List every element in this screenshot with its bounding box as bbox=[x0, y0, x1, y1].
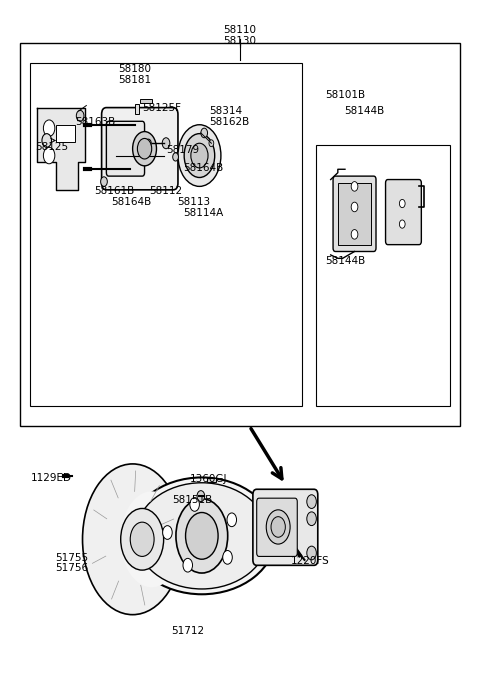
Text: 58113: 58113 bbox=[177, 197, 210, 207]
FancyBboxPatch shape bbox=[253, 489, 318, 566]
Circle shape bbox=[43, 120, 55, 136]
Text: 58164B: 58164B bbox=[111, 197, 151, 207]
Text: 1129ED: 1129ED bbox=[31, 473, 72, 483]
Circle shape bbox=[399, 200, 405, 208]
Circle shape bbox=[351, 202, 358, 212]
FancyBboxPatch shape bbox=[333, 176, 376, 252]
Circle shape bbox=[307, 495, 316, 508]
Text: 58181: 58181 bbox=[119, 75, 152, 85]
Text: 58125: 58125 bbox=[35, 142, 68, 152]
Bar bbox=[56, 125, 75, 142]
Text: 51756: 51756 bbox=[56, 563, 89, 573]
Text: 58179: 58179 bbox=[166, 145, 199, 155]
Circle shape bbox=[307, 546, 316, 560]
Text: 58144B: 58144B bbox=[325, 257, 365, 266]
Circle shape bbox=[101, 177, 108, 186]
FancyBboxPatch shape bbox=[257, 498, 297, 557]
Text: 58101B: 58101B bbox=[325, 90, 365, 100]
Text: 51755: 51755 bbox=[56, 553, 89, 563]
Circle shape bbox=[145, 139, 151, 147]
Circle shape bbox=[76, 110, 84, 121]
Circle shape bbox=[43, 147, 55, 164]
Circle shape bbox=[271, 517, 285, 537]
FancyBboxPatch shape bbox=[385, 180, 421, 245]
Text: 58162B: 58162B bbox=[209, 116, 249, 127]
Circle shape bbox=[197, 491, 204, 502]
Circle shape bbox=[399, 220, 405, 228]
Ellipse shape bbox=[120, 491, 183, 588]
Circle shape bbox=[132, 131, 156, 166]
Text: 58112: 58112 bbox=[149, 186, 182, 196]
Circle shape bbox=[120, 508, 164, 570]
Circle shape bbox=[183, 559, 192, 572]
Circle shape bbox=[223, 550, 232, 564]
Circle shape bbox=[176, 499, 228, 573]
Text: 58163B: 58163B bbox=[75, 116, 116, 127]
Bar bbox=[338, 183, 371, 245]
Circle shape bbox=[186, 513, 218, 559]
Text: 1220FS: 1220FS bbox=[291, 557, 330, 566]
Circle shape bbox=[178, 125, 221, 186]
FancyBboxPatch shape bbox=[107, 121, 144, 176]
Text: 58114A: 58114A bbox=[183, 208, 223, 218]
Circle shape bbox=[130, 522, 154, 557]
Ellipse shape bbox=[135, 483, 268, 589]
Text: 58161B: 58161B bbox=[95, 186, 135, 196]
Circle shape bbox=[163, 526, 172, 539]
Circle shape bbox=[173, 153, 179, 161]
Circle shape bbox=[307, 512, 316, 526]
Ellipse shape bbox=[83, 464, 183, 614]
Circle shape bbox=[201, 128, 207, 138]
Bar bbox=[30, 63, 302, 406]
Circle shape bbox=[137, 138, 152, 159]
Circle shape bbox=[227, 513, 237, 526]
Text: 58125F: 58125F bbox=[142, 103, 181, 114]
Text: 58314: 58314 bbox=[209, 105, 242, 116]
Bar bbox=[316, 145, 450, 406]
Polygon shape bbox=[37, 107, 85, 190]
Ellipse shape bbox=[128, 477, 276, 594]
Bar bbox=[206, 478, 216, 482]
Text: 58130: 58130 bbox=[224, 36, 256, 45]
Text: 58144B: 58144B bbox=[344, 105, 384, 116]
Circle shape bbox=[162, 138, 170, 149]
Circle shape bbox=[266, 510, 290, 544]
Bar bbox=[21, 43, 459, 427]
Text: 58151B: 58151B bbox=[172, 495, 213, 505]
Circle shape bbox=[42, 133, 51, 147]
Bar bbox=[135, 104, 139, 114]
Text: 58110: 58110 bbox=[224, 25, 256, 35]
Text: 58180: 58180 bbox=[119, 65, 152, 74]
Circle shape bbox=[351, 230, 358, 239]
Circle shape bbox=[209, 140, 214, 147]
Circle shape bbox=[191, 143, 208, 168]
Circle shape bbox=[351, 182, 358, 191]
Circle shape bbox=[184, 133, 215, 178]
Bar bbox=[140, 98, 152, 103]
Text: 58164B: 58164B bbox=[183, 163, 223, 173]
Text: 1360GJ: 1360GJ bbox=[190, 474, 228, 484]
FancyBboxPatch shape bbox=[102, 107, 178, 190]
Text: 51712: 51712 bbox=[171, 626, 204, 636]
Circle shape bbox=[190, 497, 199, 511]
